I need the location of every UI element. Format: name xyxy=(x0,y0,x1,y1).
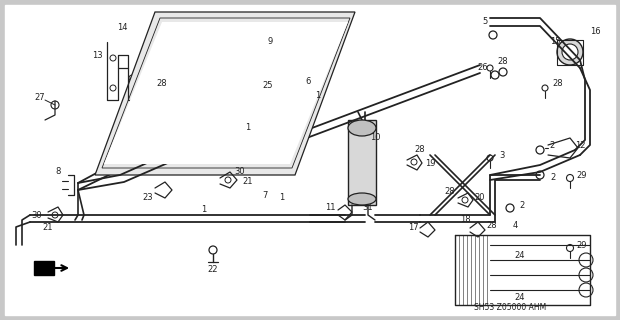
Text: 31: 31 xyxy=(363,204,373,212)
Text: 6: 6 xyxy=(305,77,311,86)
Text: 23: 23 xyxy=(143,193,153,202)
Text: 4: 4 xyxy=(512,220,518,229)
Text: 18: 18 xyxy=(459,215,471,225)
Text: 28: 28 xyxy=(445,188,455,196)
Text: 24: 24 xyxy=(515,293,525,302)
Text: 21: 21 xyxy=(43,223,53,233)
Text: 28: 28 xyxy=(498,58,508,67)
Circle shape xyxy=(579,283,593,297)
Circle shape xyxy=(52,212,58,218)
Text: 19: 19 xyxy=(425,158,435,167)
Text: 8: 8 xyxy=(55,167,61,177)
Text: 7: 7 xyxy=(262,190,268,199)
Text: 21: 21 xyxy=(243,178,253,187)
Circle shape xyxy=(225,177,231,183)
Text: 14: 14 xyxy=(117,23,127,33)
Text: 3: 3 xyxy=(499,150,505,159)
Text: 2: 2 xyxy=(520,201,525,210)
Text: 26: 26 xyxy=(477,63,489,73)
Text: 28: 28 xyxy=(487,220,497,229)
Text: 1: 1 xyxy=(316,91,321,100)
Text: 12: 12 xyxy=(575,140,585,149)
Text: 13: 13 xyxy=(92,51,102,60)
Text: 20: 20 xyxy=(475,194,485,203)
Circle shape xyxy=(557,39,583,65)
Text: 30: 30 xyxy=(235,167,246,177)
Text: 16: 16 xyxy=(590,28,600,36)
Text: 2: 2 xyxy=(551,172,556,181)
Text: 2: 2 xyxy=(549,140,555,149)
Bar xyxy=(34,261,54,275)
Text: SH53 Z05000 AHM: SH53 Z05000 AHM xyxy=(474,303,546,313)
Text: 11: 11 xyxy=(325,204,335,212)
Text: 27: 27 xyxy=(35,93,45,102)
Circle shape xyxy=(562,44,578,60)
Text: 1: 1 xyxy=(202,205,206,214)
Ellipse shape xyxy=(348,193,376,205)
Text: 15: 15 xyxy=(550,37,560,46)
Text: 5: 5 xyxy=(482,18,487,27)
Circle shape xyxy=(579,268,593,282)
Text: 17: 17 xyxy=(408,223,419,233)
Bar xyxy=(348,120,376,205)
Text: 9: 9 xyxy=(267,37,273,46)
Polygon shape xyxy=(104,22,348,164)
Text: 28: 28 xyxy=(552,78,564,87)
Text: 22: 22 xyxy=(208,266,218,275)
Polygon shape xyxy=(95,12,355,175)
Text: 10: 10 xyxy=(370,133,380,142)
Text: 29: 29 xyxy=(577,241,587,250)
Text: 28: 28 xyxy=(415,146,425,155)
Text: 24: 24 xyxy=(515,251,525,260)
Text: 1: 1 xyxy=(280,194,285,203)
Ellipse shape xyxy=(348,120,376,136)
Text: 25: 25 xyxy=(263,81,273,90)
Text: 29: 29 xyxy=(577,171,587,180)
Text: 30: 30 xyxy=(32,211,42,220)
Text: 1: 1 xyxy=(246,124,250,132)
Text: 28: 28 xyxy=(157,78,167,87)
Circle shape xyxy=(579,253,593,267)
Polygon shape xyxy=(102,18,350,168)
